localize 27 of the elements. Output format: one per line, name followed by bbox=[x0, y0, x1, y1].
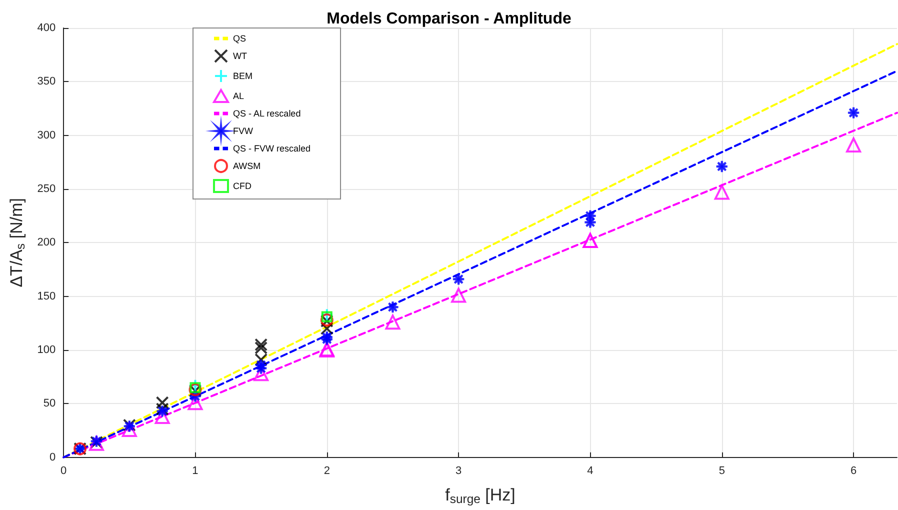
legend-label: QS bbox=[233, 34, 246, 44]
x-tick-label: 0 bbox=[60, 464, 67, 477]
legend-label: QS - AL rescaled bbox=[233, 108, 301, 118]
y-tick-label: 50 bbox=[43, 398, 56, 410]
legend-label: AL bbox=[233, 91, 244, 101]
y-tick-label: 350 bbox=[37, 76, 56, 88]
legend-label: FVW bbox=[233, 126, 254, 136]
y-tick-label: 200 bbox=[37, 236, 56, 249]
y-tick-label: 0 bbox=[49, 451, 56, 464]
y-tick-label: 100 bbox=[37, 344, 56, 356]
x-tick-label: 5 bbox=[718, 464, 725, 477]
y-tick-label: 150 bbox=[37, 290, 56, 302]
legend-label: BEM bbox=[233, 71, 253, 81]
y-tick-label: 400 bbox=[37, 22, 56, 34]
x-tick-label: 2 bbox=[324, 464, 330, 477]
x-tick-label: 6 bbox=[850, 464, 857, 477]
legend-label: AWSM bbox=[233, 161, 261, 171]
chart-title: Models Comparison - Amplitude bbox=[326, 10, 572, 28]
x-tick-label: 4 bbox=[587, 464, 594, 477]
x-tick-label: 3 bbox=[456, 464, 462, 477]
y-tick-label: 300 bbox=[37, 129, 56, 142]
x-tick-label: 1 bbox=[192, 464, 198, 477]
legend-label: QS - FVW rescaled bbox=[233, 144, 311, 154]
legend-label: WT bbox=[233, 51, 248, 61]
y-axis-title: ΔT/As [N/m] bbox=[7, 198, 28, 288]
y-tick-label: 250 bbox=[37, 183, 56, 196]
legend-label: CFD bbox=[233, 181, 252, 191]
